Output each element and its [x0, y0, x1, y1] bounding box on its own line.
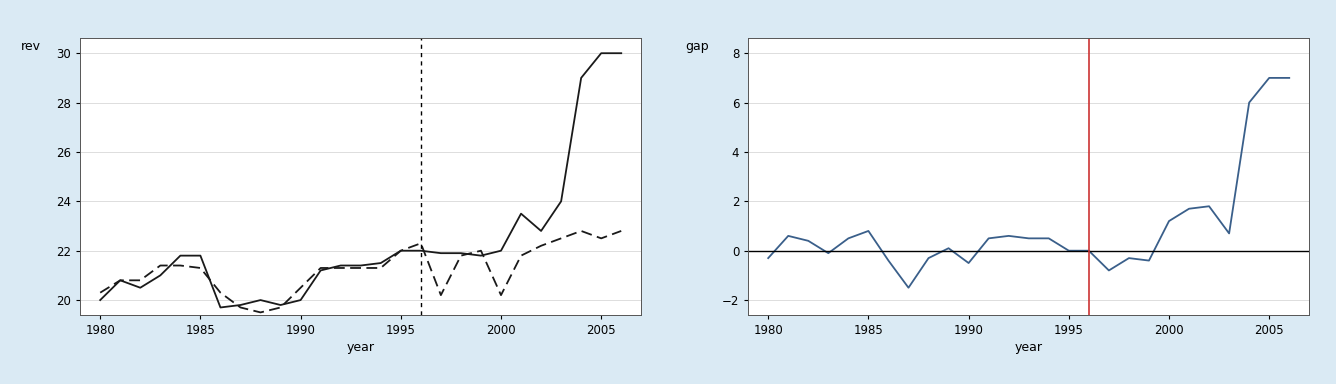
X-axis label: year: year — [1015, 341, 1042, 354]
Y-axis label: rev: rev — [21, 40, 41, 53]
Y-axis label: gap: gap — [685, 40, 709, 53]
X-axis label: year: year — [347, 341, 374, 354]
